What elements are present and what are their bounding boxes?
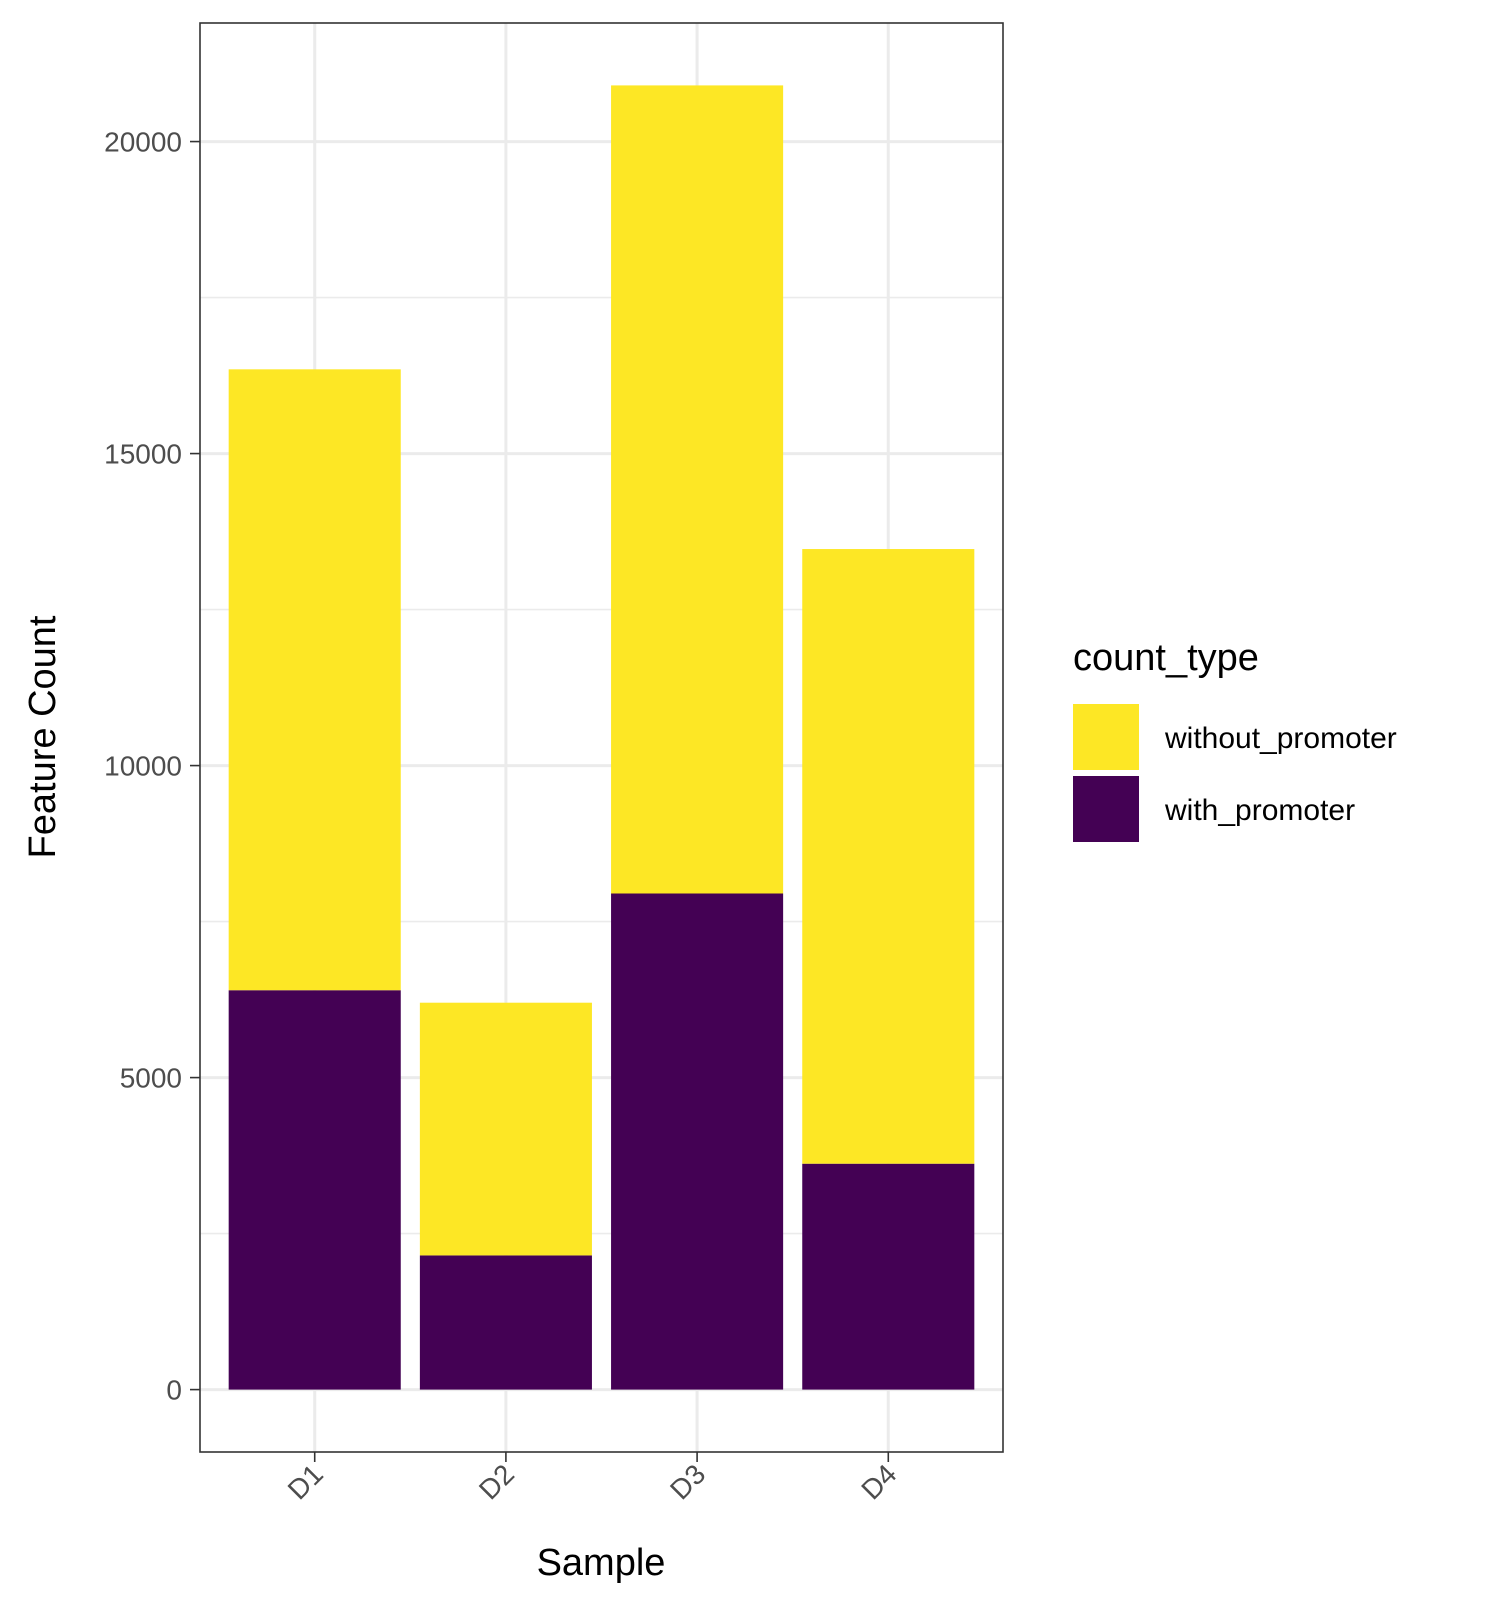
panel-border [199, 22, 1004, 1453]
x-tick-label: D1 [282, 1458, 329, 1505]
x-axis-title: Sample [537, 1542, 666, 1584]
y-axis-title: Feature Count [22, 615, 64, 858]
bar-D1-without_promoter [228, 369, 401, 991]
x-tick-label: D4 [855, 1458, 902, 1505]
x-tick-label: D2 [473, 1458, 520, 1505]
legend-title: count_type [1073, 637, 1259, 679]
y-tick-label: 15000 [104, 439, 182, 470]
bar-D3-without_promoter [611, 85, 784, 894]
y-tick-label: 0 [166, 1375, 182, 1406]
legend-label-without_promoter: without_promoter [1164, 722, 1397, 755]
bar-D2-without_promoter [419, 1002, 592, 1256]
x-axis: D1 D2 D3 D4 [282, 1452, 903, 1506]
legend-key-without_promoter [1073, 704, 1139, 770]
x-tick-label: D3 [664, 1458, 711, 1505]
y-tick-label: 20000 [104, 127, 182, 158]
bar-D2-with_promoter [419, 1255, 592, 1390]
bar-D4-with_promoter [802, 1163, 975, 1390]
y-axis: 0 5000 10000 15000 20000 [104, 127, 200, 1406]
legend-key-with_promoter [1073, 776, 1139, 842]
bars [228, 85, 975, 1390]
legend-label-with_promoter: with_promoter [1164, 794, 1355, 827]
bar-D3-with_promoter [611, 893, 784, 1390]
legend: count_type without_promoter with_promoter [1073, 637, 1397, 842]
legend-entries: without_promoter with_promoter [1073, 704, 1397, 842]
y-tick-label: 5000 [120, 1063, 182, 1094]
bar-D4-without_promoter [802, 549, 975, 1164]
y-tick-label: 10000 [104, 751, 182, 782]
bar-D1-with_promoter [228, 990, 401, 1390]
